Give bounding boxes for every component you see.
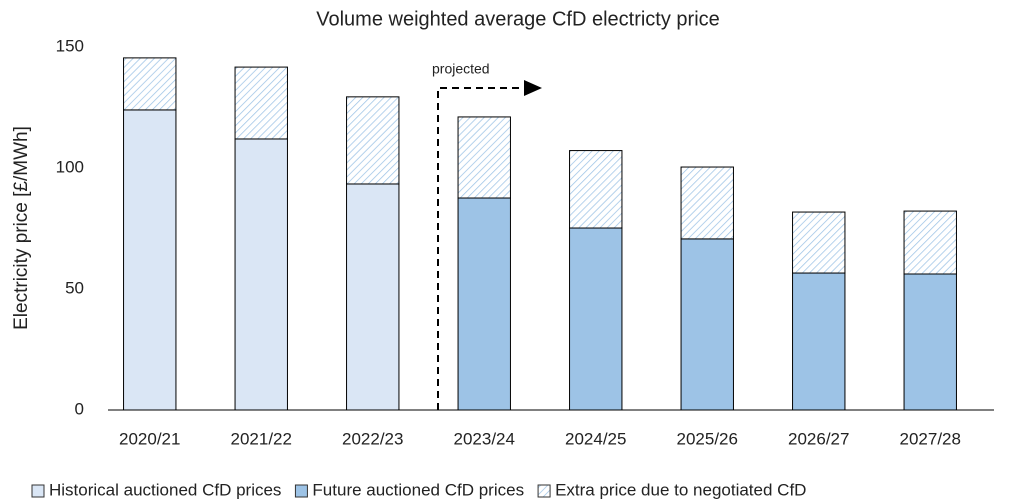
bar-segment bbox=[457, 116, 511, 199]
bar-segment bbox=[903, 210, 957, 275]
bar-segment bbox=[234, 138, 288, 411]
bar-segment bbox=[680, 238, 734, 411]
y-tick-label: 100 bbox=[56, 157, 84, 176]
legend-label: Future auctioned CfD prices bbox=[312, 480, 524, 499]
bar-segment bbox=[680, 166, 734, 240]
bar-segment bbox=[346, 183, 400, 411]
bar-segment bbox=[569, 150, 623, 229]
legend-label: Extra price due to negotiated CfD bbox=[555, 480, 806, 499]
x-tick-label: 2026/27 bbox=[788, 429, 849, 448]
bar-segment bbox=[792, 211, 846, 274]
annotation: projected bbox=[432, 61, 490, 77]
bar-segment bbox=[346, 96, 400, 185]
y-axis-label: Electricity price [£/MWh] bbox=[11, 126, 32, 330]
x-tick-label: 2024/25 bbox=[565, 429, 626, 448]
bar-segment bbox=[792, 272, 846, 411]
legend-swatch bbox=[294, 484, 308, 498]
bar-segment bbox=[903, 273, 957, 411]
bar-segment bbox=[569, 227, 623, 411]
x-tick-label: 2027/28 bbox=[900, 429, 961, 448]
x-tick-label: 2021/22 bbox=[231, 429, 292, 448]
y-tick-label: 150 bbox=[56, 36, 84, 55]
bar-segment bbox=[457, 197, 511, 411]
y-tick-label: 0 bbox=[75, 399, 84, 418]
bar-segment bbox=[123, 109, 177, 411]
x-tick-label: 2023/24 bbox=[454, 429, 515, 448]
legend-swatch bbox=[31, 484, 45, 498]
chart-title: Volume weighted average CfD electricty p… bbox=[316, 8, 720, 30]
x-tick-label: 2022/23 bbox=[342, 429, 403, 448]
bar-segment bbox=[234, 66, 288, 140]
legend-label: Historical auctioned CfD prices bbox=[49, 480, 281, 499]
bar-segment bbox=[123, 57, 177, 111]
x-tick-label: 2025/26 bbox=[677, 429, 738, 448]
legend-swatch bbox=[537, 484, 551, 498]
x-tick-label: 2020/21 bbox=[119, 429, 180, 448]
y-tick-label: 50 bbox=[65, 278, 84, 297]
